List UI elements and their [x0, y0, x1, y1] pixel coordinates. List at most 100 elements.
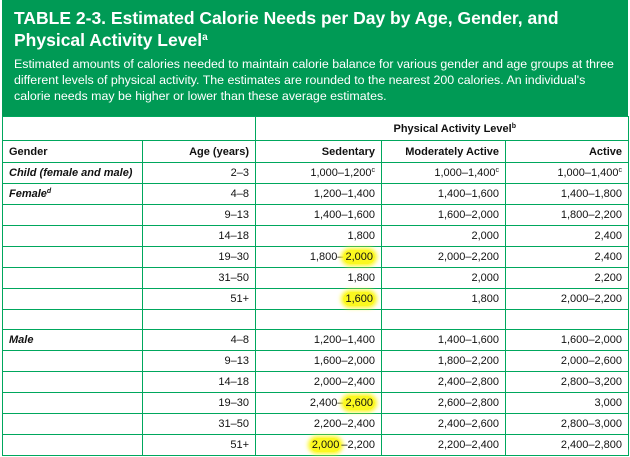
table-row: 31–50 1,800 2,000 2,200 — [2, 267, 629, 289]
footnote-marker: d — [46, 188, 52, 195]
sedentary-cell: 1,200–1,400 — [255, 329, 382, 351]
sedentary-cell: 2,000 –2,200 — [255, 434, 382, 456]
active-cell: 2,400–2,800 — [505, 434, 629, 456]
sedentary-value-part: 2,400– — [309, 397, 344, 409]
col-active: Active — [505, 140, 629, 163]
sedentary-value-part: –2,200 — [341, 439, 375, 451]
table-row: 9–13 1,600–2,000 1,800–2,200 2,000–2,600 — [2, 350, 629, 372]
calorie-table: Physical Activity Levelb Gender Age (yea… — [2, 116, 629, 456]
sedentary-cell: 2,400– 2,600 — [255, 392, 382, 414]
age-cell: 9–13 — [142, 350, 256, 372]
active-cell: 2,000–2,600 — [505, 350, 629, 372]
table-row: 31–50 2,200–2,400 2,400–2,600 2,800–3,00… — [2, 413, 629, 435]
age-cell: 4–8 — [142, 329, 256, 351]
child-label: Child (female and male) — [2, 162, 143, 184]
pal-header-row: Physical Activity Levelb — [2, 116, 629, 141]
sedentary-cell: 1,600 — [255, 288, 382, 310]
active-cell: 1,600–2,000 — [505, 329, 629, 351]
gender-cell — [2, 204, 143, 226]
sedentary-cell: 2,200–2,400 — [255, 413, 382, 435]
moderate-cell: 2,200–2,400 — [381, 434, 506, 456]
table-row: Child (female and male) 2–3 1,000–1,200c… — [2, 162, 629, 184]
active-cell: 2,400 — [505, 246, 629, 268]
col-age: Age (years) — [142, 140, 256, 163]
sedentary-cell: 1,000–1,200c — [255, 162, 382, 184]
gender-cell — [2, 392, 143, 414]
table-row: 14–18 2,000–2,400 2,400–2,800 2,800–3,20… — [2, 371, 629, 393]
moderate-cell: 2,000–2,200 — [381, 246, 506, 268]
sedentary-cell: 1,800– 2,000 — [255, 246, 382, 268]
sedentary-cell: 1,800 — [255, 225, 382, 247]
age-cell: 14–18 — [142, 225, 256, 247]
moderate-value: 1,000–1,400 — [434, 167, 496, 179]
age-cell: 51+ — [142, 434, 256, 456]
active-cell: 1,800–2,200 — [505, 204, 629, 226]
highlighted-value: 1,600 — [343, 292, 375, 306]
sedentary-cell: 1,200–1,400 — [255, 183, 382, 205]
col-sedentary: Sedentary — [255, 140, 382, 163]
col-gender: Gender — [2, 140, 143, 163]
table-description: Estimated amounts of calories needed to … — [14, 57, 614, 103]
moderate-cell: 1,800 — [381, 288, 506, 310]
age-cell: 14–18 — [142, 371, 256, 393]
column-header-row: Gender Age (years) Sedentary Moderately … — [2, 140, 629, 163]
gender-cell — [2, 246, 143, 268]
sedentary-value-part: 1,800– — [309, 251, 344, 263]
active-cell: 2,400 — [505, 225, 629, 247]
moderate-cell: 2,400–2,800 — [381, 371, 506, 393]
age-cell: 31–50 — [142, 267, 256, 289]
table-row: 19–30 1,800– 2,000 2,000–2,200 2,400 — [2, 246, 629, 268]
table-header-band: TABLE 2-3. Estimated Calorie Needs per D… — [2, 0, 628, 116]
age-cell: 51+ — [142, 288, 256, 310]
age-cell: 19–30 — [142, 392, 256, 414]
female-label-text: Female — [9, 188, 47, 200]
title-footnote-marker: a — [202, 32, 208, 43]
highlighted-value: 2,000 — [309, 438, 342, 452]
moderate-cell: 2,400–2,600 — [381, 413, 506, 435]
moderate-cell: 1,600–2,000 — [381, 204, 506, 226]
moderate-cell: 2,000 — [381, 225, 506, 247]
moderate-cell: 2,600–2,800 — [381, 392, 506, 414]
sedentary-cell: 2,000–2,400 — [255, 371, 382, 393]
moderate-cell: 1,400–1,600 — [381, 183, 506, 205]
active-cell: 2,800–3,000 — [505, 413, 629, 435]
gender-cell — [2, 350, 143, 372]
table-row: Femaled 4–8 1,200–1,400 1,400–1,600 1,40… — [2, 183, 629, 205]
age-cell: 4–8 — [142, 183, 256, 205]
moderate-cell: 1,000–1,400c — [381, 162, 506, 184]
table-row: 14–18 1,800 2,000 2,400 — [2, 225, 629, 247]
table-title: TABLE 2-3. Estimated Calorie Needs per D… — [14, 8, 618, 50]
footnote-marker: c — [618, 167, 623, 174]
table-row: 51+ 2,000 –2,200 2,200–2,400 2,400–2,800 — [2, 434, 629, 456]
pal-header-text: Physical Activity Level — [393, 122, 512, 135]
sedentary-value: 1,000–1,200 — [310, 167, 372, 179]
female-label: Femaled — [2, 183, 143, 205]
table-row: 19–30 2,400– 2,600 2,600–2,800 3,000 — [2, 392, 629, 414]
active-cell: 1,000–1,400c — [505, 162, 629, 184]
moderate-cell: 1,800–2,200 — [381, 350, 506, 372]
age-cell: 31–50 — [142, 413, 256, 435]
col-moderate: Moderately Active — [381, 140, 506, 163]
gender-cell — [2, 434, 143, 456]
table-title-text: TABLE 2-3. Estimated Calorie Needs per D… — [14, 8, 559, 50]
sedentary-cell: 1,400–1,600 — [255, 204, 382, 226]
male-label: Male — [2, 329, 143, 351]
gender-cell — [2, 413, 143, 435]
active-cell: 3,000 — [505, 392, 629, 414]
moderate-cell: 2,000 — [381, 267, 506, 289]
age-cell: 9–13 — [142, 204, 256, 226]
active-cell: 2,200 — [505, 267, 629, 289]
moderate-cell: 1,400–1,600 — [381, 329, 506, 351]
active-value: 1,000–1,400 — [557, 167, 619, 179]
age-cell: 2–3 — [142, 162, 256, 184]
active-cell: 2,800–3,200 — [505, 371, 629, 393]
active-cell: 1,400–1,800 — [505, 183, 629, 205]
age-cell: 19–30 — [142, 246, 256, 268]
gender-cell — [2, 225, 143, 247]
gender-cell — [2, 371, 143, 393]
spacer-row — [2, 309, 629, 330]
pal-footnote-marker: b — [511, 122, 516, 130]
gender-cell — [2, 267, 143, 289]
table-row: Male 4–8 1,200–1,400 1,400–1,600 1,600–2… — [2, 329, 629, 351]
